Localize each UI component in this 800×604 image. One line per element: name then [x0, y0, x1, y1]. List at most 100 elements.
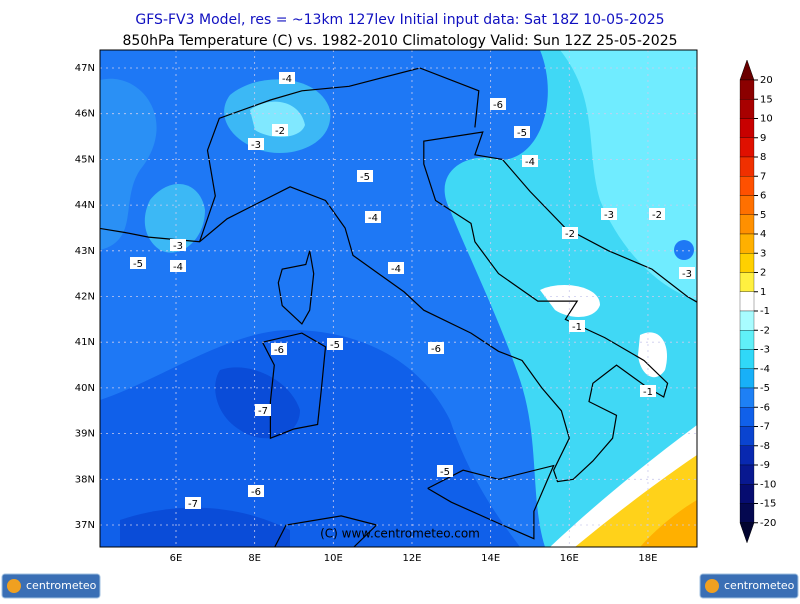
- field: [215, 367, 300, 439]
- colorbar-band: [739, 407, 755, 427]
- contour-label: -3: [682, 269, 692, 280]
- contour-label-box: [185, 497, 201, 509]
- coastline: [274, 515, 378, 547]
- contour-label: -4: [525, 157, 535, 168]
- colorbar-band: [739, 79, 755, 100]
- lat-label: 43N: [75, 246, 95, 257]
- contour-label-box: [428, 342, 444, 354]
- logo-text: centrometeo: [724, 579, 795, 592]
- colorbar-band: [739, 464, 755, 485]
- contour-label: -2: [652, 210, 662, 221]
- lat-label: 39N: [75, 429, 95, 440]
- colorbar-label: 9: [760, 133, 766, 144]
- contour-label: -5: [440, 467, 450, 478]
- colorbar-label: -3: [760, 345, 770, 356]
- contour-label-box: [365, 211, 381, 223]
- contour-label: -3: [604, 210, 614, 221]
- field: [100, 330, 520, 547]
- lat-label: 40N: [75, 383, 95, 394]
- colorbar-label: -7: [760, 422, 770, 433]
- contour-label: -6: [274, 345, 284, 356]
- colorbar-band: [739, 214, 755, 235]
- colorbar-band: [739, 253, 755, 273]
- contour-label: -5: [133, 259, 143, 270]
- colorbar-label: -1: [760, 306, 770, 317]
- map: -4 -2 -3 -6 -5 -4 -5 -4 -3 -2 -2 -3 -5 -4 -4 -3 -1 -6 -5 -6…: [100, 50, 697, 547]
- lon-label: 12E: [402, 553, 421, 564]
- logo: centrometeo: [1, 573, 101, 599]
- logo-text: centrometeo: [26, 579, 97, 592]
- colorbar-cap: [739, 59, 755, 81]
- contour-label-box: [130, 257, 146, 269]
- field: [638, 332, 668, 378]
- contour-label-box: [437, 465, 453, 477]
- colorbar-label: 7: [760, 171, 766, 182]
- field: [674, 240, 694, 260]
- contour-label: -4: [282, 74, 292, 85]
- colorbar-label: 8: [760, 152, 766, 163]
- contour-label: -4: [173, 262, 183, 273]
- contour-label-box: [327, 338, 343, 350]
- field: [100, 78, 157, 250]
- contour-label: -1: [643, 387, 653, 398]
- contour-label-box: [522, 155, 538, 167]
- contour-label: -6: [251, 487, 261, 498]
- contour-label-box: [562, 227, 578, 239]
- colorbar-label: 6: [760, 191, 766, 202]
- contour-label-box: [679, 267, 695, 279]
- contour-label-box: [388, 262, 404, 274]
- contour-label-box: [248, 138, 264, 150]
- contour-label: -5: [360, 172, 370, 183]
- colorbar-band: [739, 156, 755, 177]
- contour-label-box: [357, 170, 373, 182]
- contour-label-box: [255, 404, 271, 416]
- lat-label: 47N: [75, 63, 95, 74]
- field: [144, 183, 205, 253]
- colorbar-label: -2: [760, 325, 770, 336]
- logo: centrometeo: [699, 573, 799, 599]
- colorbar-band: [739, 503, 755, 523]
- colorbar-band: [739, 484, 755, 504]
- coastline: [277, 250, 315, 325]
- colorbar-label: 20: [760, 75, 773, 86]
- colorbar-label: 3: [760, 248, 766, 259]
- contour-label: -3: [251, 140, 261, 151]
- colorbar-band: [739, 387, 755, 408]
- coastline: [261, 332, 327, 440]
- colorbar-band: [739, 445, 755, 466]
- contour-label-box: [640, 385, 656, 397]
- contour-label-box: [170, 239, 186, 251]
- contour-label: -4: [368, 213, 378, 224]
- colorbar-label: -15: [760, 499, 776, 510]
- contour-label-box: [271, 343, 287, 355]
- field: [640, 500, 697, 547]
- lon-label: 14E: [481, 553, 500, 564]
- contour-label: -4: [391, 264, 401, 275]
- coastline: [427, 464, 555, 540]
- colorbar-label: -9: [760, 460, 770, 471]
- contour-label: -1: [572, 322, 582, 333]
- contour-label-box: [248, 485, 264, 497]
- lat-label: 45N: [75, 154, 95, 165]
- contour-label: -7: [258, 406, 268, 417]
- contour-label-box: [514, 126, 530, 138]
- contour-label: -6: [493, 100, 503, 111]
- colorbar-band: [739, 176, 755, 196]
- contour-label-box: [569, 320, 585, 332]
- contour-label: -6: [431, 344, 441, 355]
- coastline: [100, 131, 697, 483]
- header-line: GFS-FV3 Model, res = ~13km 127lev Initia…: [135, 12, 664, 28]
- contour-label-box: [170, 260, 186, 272]
- contour-label: -2: [275, 126, 285, 137]
- colorbar-label: 2: [760, 268, 766, 279]
- watermark: (C) www.centrometeo.com: [320, 527, 480, 541]
- lon-label: 18E: [638, 553, 657, 564]
- lat-label: 42N: [75, 292, 95, 303]
- colorbar-band: [739, 99, 755, 119]
- map-frame: [99, 49, 698, 548]
- colorbar-band: [739, 291, 755, 312]
- field: [560, 50, 697, 300]
- field: [120, 507, 290, 547]
- colorbar-band: [739, 272, 755, 292]
